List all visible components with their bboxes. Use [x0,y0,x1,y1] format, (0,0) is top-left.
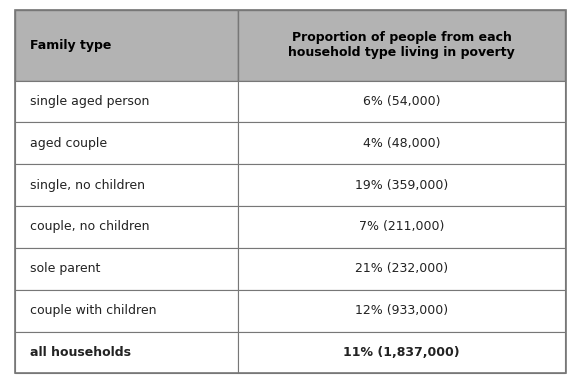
Text: sole parent: sole parent [30,262,100,275]
Text: Family type: Family type [30,39,111,52]
Text: 19% (359,000): 19% (359,000) [355,178,448,192]
Text: couple with children: couple with children [30,304,157,317]
Bar [238,248,566,290]
Bar [238,122,566,164]
Bar [238,332,566,373]
Text: 12% (933,000): 12% (933,000) [355,304,448,317]
Bar [14,290,238,332]
Bar [14,206,238,248]
Bar [14,80,238,122]
Bar [238,206,566,248]
Bar [14,164,238,206]
Bar [14,248,238,290]
Bar [14,10,238,80]
Text: aged couple: aged couple [30,137,107,150]
Bar [238,164,566,206]
Text: single aged person: single aged person [30,95,150,108]
Text: 11% (1,837,000): 11% (1,837,000) [343,346,460,359]
Bar [14,332,238,373]
Bar [238,80,566,122]
Text: all households: all households [30,346,131,359]
Text: 4% (48,000): 4% (48,000) [363,137,440,150]
Text: Proportion of people from each
household type living in poverty: Proportion of people from each household… [288,31,515,59]
Text: couple, no children: couple, no children [30,221,150,234]
Bar [14,122,238,164]
Text: single, no children: single, no children [30,178,145,192]
Text: 7% (211,000): 7% (211,000) [359,221,444,234]
Text: 6% (54,000): 6% (54,000) [363,95,440,108]
Bar [238,10,566,80]
Bar [238,290,566,332]
Text: 21% (232,000): 21% (232,000) [355,262,448,275]
